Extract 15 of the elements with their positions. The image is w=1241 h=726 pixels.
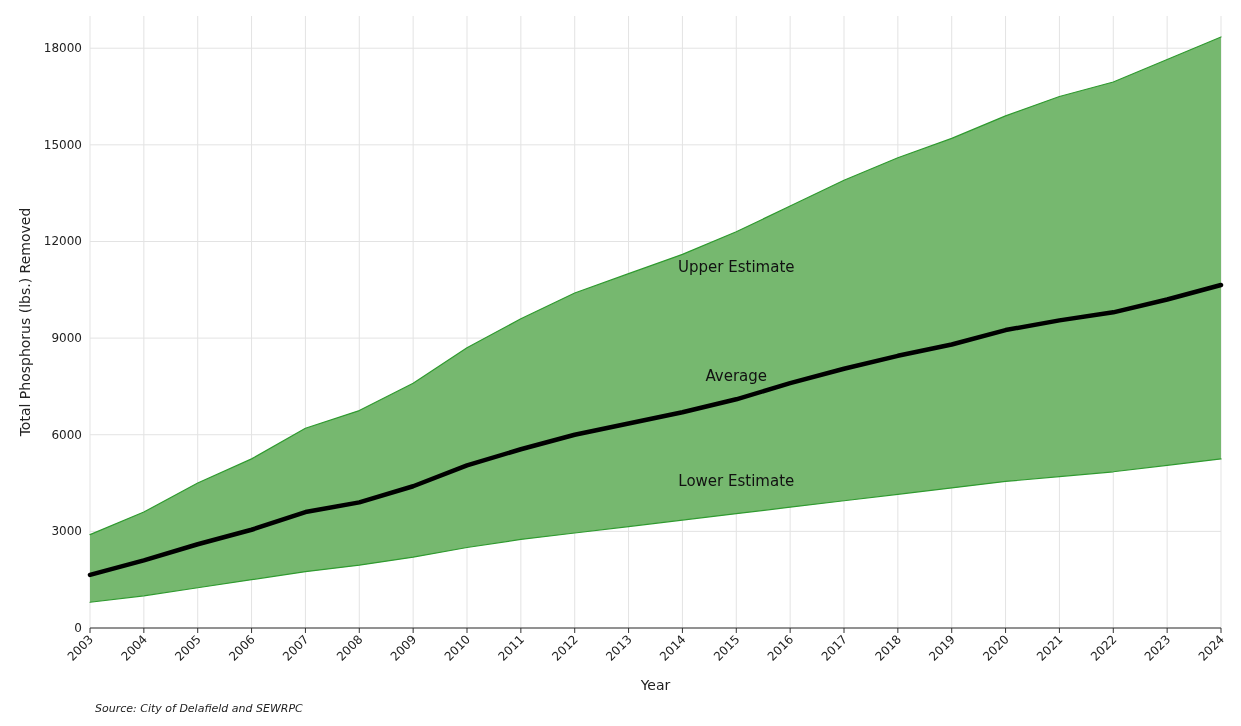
series-label: Lower Estimate	[678, 471, 795, 490]
y-tick-label: 9000	[51, 331, 82, 346]
y-axis-title: Total Phosphorus (lbs.) Removed	[17, 207, 33, 438]
line-series	[89, 458, 1222, 603]
series-label: Upper Estimate	[678, 257, 795, 276]
y-tick-label: 3000	[51, 524, 82, 539]
y-tick-label: 0	[74, 621, 82, 635]
y-tick-label: 18000	[43, 41, 82, 56]
y-tick-label: 6000	[51, 427, 82, 442]
y-tick-label: 12000	[43, 234, 82, 249]
x-axis-title: Year	[639, 677, 671, 693]
y-tick-label: 15000	[43, 137, 82, 152]
line-series	[87, 282, 1224, 578]
series-label: Average	[705, 367, 768, 386]
source-note: Source: City of Delafield and SEWRPC	[95, 702, 304, 715]
